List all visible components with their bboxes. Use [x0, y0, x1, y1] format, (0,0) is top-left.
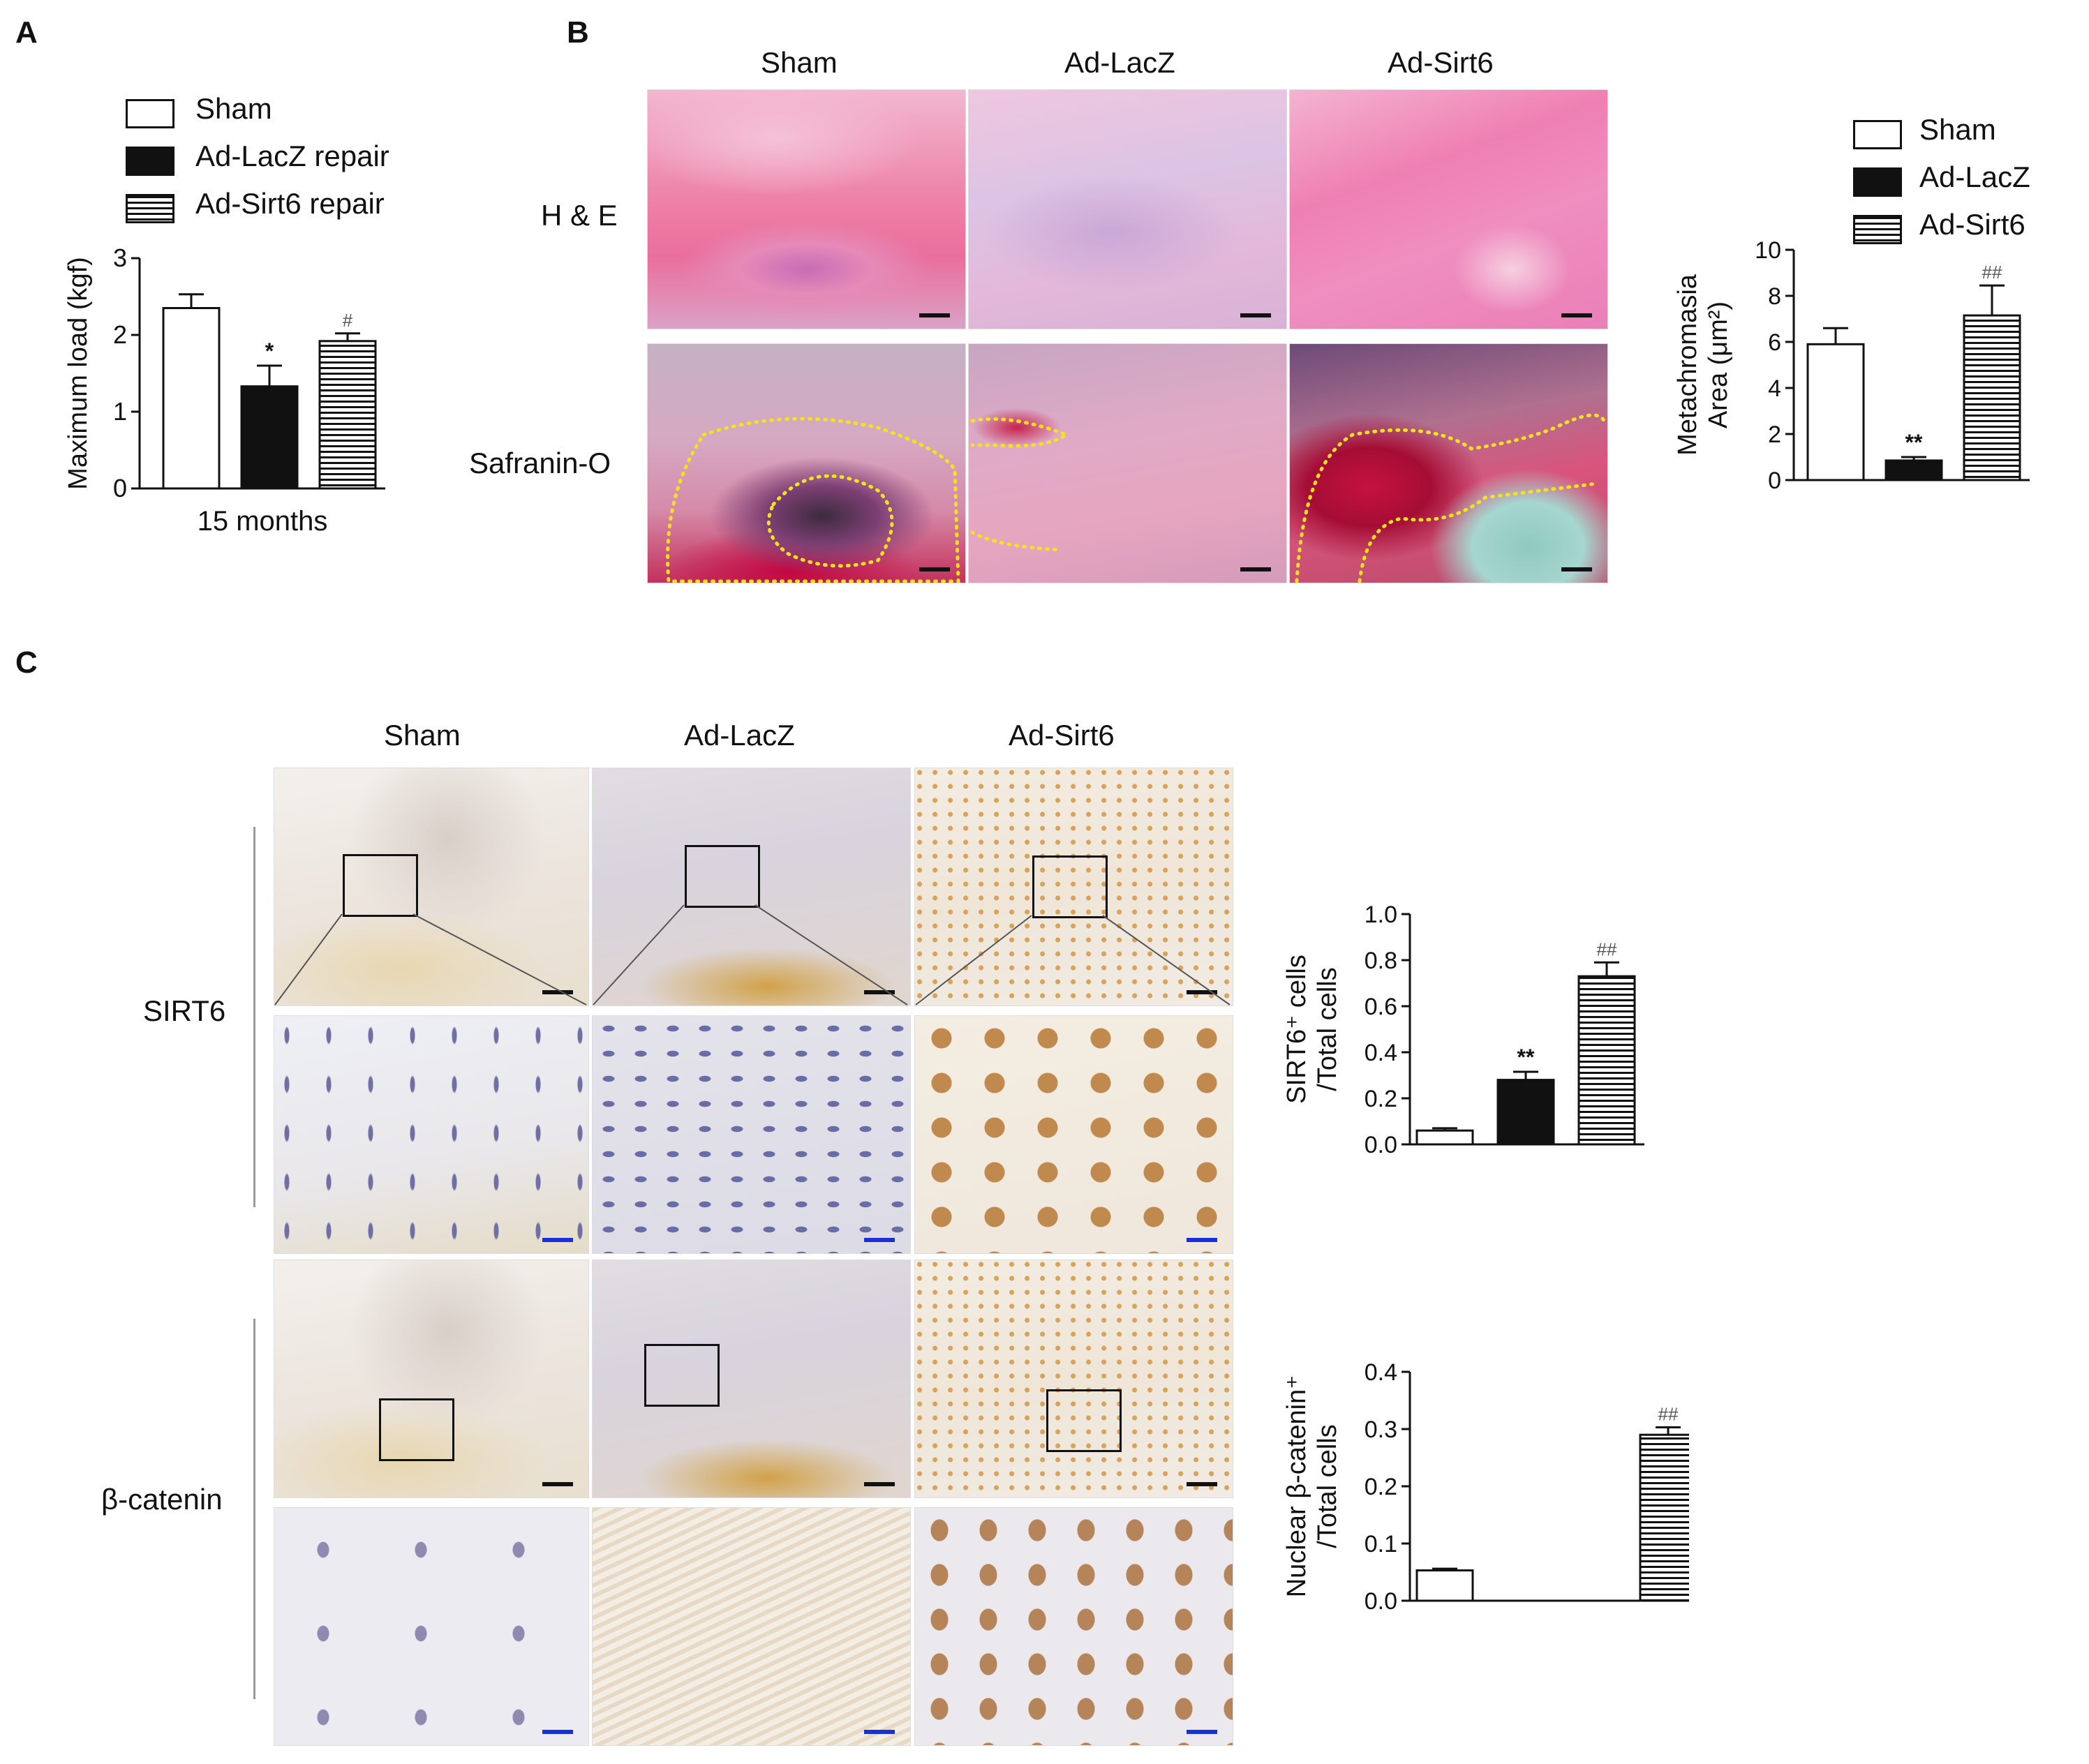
- legend-label: Sham: [195, 92, 272, 125]
- bar-ad-sirt6-repair: [318, 340, 377, 490]
- significance-mark: *: [265, 338, 274, 364]
- legend-label: Ad-Sirt6: [1919, 208, 2025, 241]
- row-bracket: [253, 827, 255, 1207]
- bar-ad-sirt6: [1963, 314, 2021, 481]
- x-axis-label: 15 months: [198, 506, 328, 537]
- y-axis-label: Area (μm²): [1704, 301, 1733, 428]
- y-axis-label: Maximum load (kgf): [64, 257, 93, 490]
- dotted-outline: [970, 417, 1071, 552]
- legend-swatch-black: [126, 147, 174, 176]
- row-label-sirt6: SIRT6: [143, 994, 226, 1027]
- legend-swatch-white: [1853, 120, 1902, 149]
- row-label-beta-catenin: β-catenin: [101, 1483, 223, 1516]
- legend-label: Sham: [1919, 113, 1996, 146]
- y-tick-label: 0.2: [1365, 1474, 1397, 1500]
- chart-c1: 0.0 0.2 0.4 0.6 0.8 1.0 SIRT6⁺ cells/Total cel…: [1284, 902, 1644, 1158]
- micrograph-he-sham: [647, 89, 966, 329]
- bar-sham: [1806, 343, 1865, 481]
- ihc-beta-catenin-sham-overview: [274, 1260, 589, 1498]
- column-label-sham: Sham: [761, 46, 838, 79]
- y-axis-label: SIRT6⁺ cells: [1284, 955, 1311, 1104]
- bar-ad-lacz-repair: [240, 385, 299, 490]
- bar-ad-sirt6: [1639, 1433, 1689, 1602]
- chart-c2: 0.0 0.1 0.2 0.3 0.4 Nuclear β-catenin⁺/Total …: [1284, 1359, 1689, 1615]
- legend-swatch-black: [1853, 167, 1902, 197]
- ihc-beta-catenin-ad-sirt6-zoom: [914, 1507, 1233, 1746]
- bar-ad-sirt6: [1577, 975, 1636, 1146]
- y-tick-label: 0.1: [1365, 1531, 1397, 1557]
- legend-label: Ad-Sirt6 repair: [195, 187, 385, 220]
- y-axis-label: /Total cells: [1313, 967, 1342, 1091]
- y-tick-label: 1.0: [1365, 902, 1397, 928]
- y-axis-label: /Total cells: [1313, 1424, 1342, 1548]
- ihc-beta-catenin-sham-zoom: [274, 1507, 589, 1746]
- significance-mark: ##: [1658, 1404, 1679, 1425]
- y-tick-label: 6: [1768, 329, 1781, 356]
- micrograph-he-ad-lacz: [968, 89, 1287, 329]
- micrograph-safranin-ad-lacz: [968, 343, 1287, 583]
- column-label-ad-lacz: Ad-LacZ: [684, 719, 795, 752]
- y-tick-label: 0.0: [1365, 1132, 1397, 1158]
- row-bracket: [253, 1319, 255, 1699]
- y-tick-label: 0: [1768, 468, 1781, 494]
- chart-a: 0 1 2 3 Maximum load (kgf) * #15 months: [64, 244, 385, 537]
- y-tick-label: 0.4: [1365, 1359, 1397, 1386]
- y-tick-label: 4: [1768, 375, 1781, 402]
- dotted-outline: [666, 417, 960, 583]
- y-tick-label: 0: [113, 474, 127, 502]
- ihc-sirt6-sham-zoom: [274, 1015, 589, 1254]
- significance-mark: **: [1905, 430, 1923, 455]
- panel-letter-c: C: [15, 645, 38, 680]
- bar-ad-lacz: [1496, 1079, 1555, 1146]
- y-tick-label: 0.6: [1365, 994, 1397, 1020]
- y-tick-label: 0.2: [1365, 1086, 1397, 1112]
- significance-mark: ##: [1597, 939, 1617, 959]
- significance-mark: **: [1517, 1045, 1535, 1070]
- ihc-sirt6-ad-lacz-zoom: [592, 1015, 911, 1254]
- bar-sham: [162, 307, 221, 490]
- y-axis-label: Nuclear β-catenin⁺: [1284, 1375, 1311, 1598]
- panel-letter-a: A: [15, 15, 38, 50]
- ihc-sirt6-sham-overview: [274, 768, 589, 1006]
- legend-swatch-hatched: [126, 194, 174, 223]
- ihc-sirt6-ad-lacz-overview: [592, 768, 911, 1006]
- ihc-beta-catenin-ad-sirt6-overview: [914, 1260, 1233, 1498]
- y-tick-label: 8: [1768, 283, 1781, 310]
- y-tick-label: 0.4: [1365, 1040, 1397, 1066]
- column-label-ad-lacz: Ad-LacZ: [1064, 46, 1175, 79]
- y-tick-label: 0.3: [1365, 1417, 1397, 1443]
- legend-label: Ad-LacZ repair: [195, 140, 389, 172]
- row-label-safranin: Safranin-O: [469, 447, 611, 479]
- bar-sham: [1415, 1129, 1474, 1146]
- y-tick-label: 10: [1755, 237, 1781, 264]
- micrograph-he-ad-sirt6: [1289, 89, 1608, 329]
- column-label-ad-sirt6: Ad-Sirt6: [1388, 46, 1494, 79]
- column-label-sham: Sham: [384, 719, 461, 752]
- column-label-ad-sirt6: Ad-Sirt6: [1009, 719, 1115, 752]
- y-tick-label: 0.8: [1365, 948, 1397, 974]
- ihc-sirt6-ad-sirt6-zoom: [914, 1015, 1233, 1254]
- dotted-outline: [1295, 413, 1606, 583]
- y-tick-label: 1: [113, 397, 127, 426]
- legend-swatch-white: [126, 99, 174, 128]
- legend-swatch-hatched: [1853, 215, 1902, 244]
- ihc-sirt6-ad-sirt6-overview: [914, 768, 1233, 1006]
- y-axis-label: Metachromasia: [1675, 274, 1702, 456]
- y-tick-label: 2: [113, 320, 127, 349]
- chart-b: 0 2 4 6 8 10 Metachromasia Area (μm²) ** ##: [1675, 237, 2030, 494]
- ihc-beta-catenin-ad-lacz-zoom: [592, 1507, 911, 1746]
- row-label-he: H & E: [541, 199, 618, 232]
- micrograph-safranin-sham: [647, 343, 966, 583]
- y-tick-label: 2: [1768, 421, 1781, 448]
- significance-mark: #: [343, 310, 353, 331]
- significance-mark: ##: [1982, 262, 2002, 283]
- legend-label: Ad-LacZ: [1919, 160, 2030, 193]
- panel-letter-b: B: [567, 15, 589, 50]
- bar-ad-lacz: [1884, 459, 1943, 481]
- ihc-beta-catenin-ad-lacz-overview: [592, 1260, 911, 1498]
- micrograph-safranin-ad-sirt6: [1289, 343, 1608, 583]
- y-tick-label: 3: [113, 244, 127, 272]
- bar-sham: [1415, 1569, 1474, 1602]
- y-tick-label: 0.0: [1365, 1588, 1397, 1615]
